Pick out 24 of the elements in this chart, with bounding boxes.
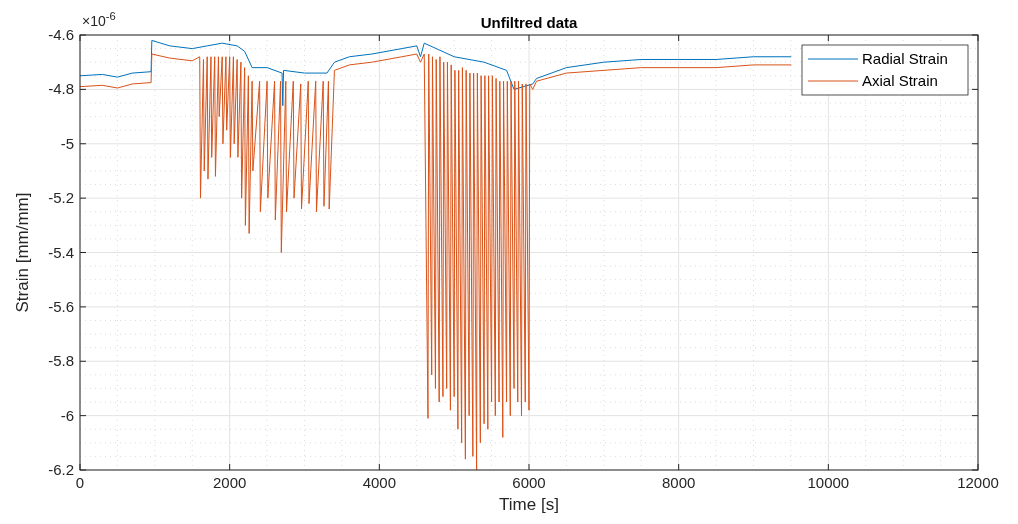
text: ×10$^{-6}$: [82, 10, 116, 29]
x-tick-label: 12000: [957, 474, 999, 491]
legend-label: Axial Strain: [862, 72, 938, 89]
chart-title: Unfiltred data: [480, 14, 578, 31]
y-tick-label: -5.8: [48, 352, 74, 370]
x-tick-label: 4000: [362, 474, 397, 491]
y-tick-label: -5.6: [48, 297, 74, 315]
y-tick-label: -4.6: [48, 26, 74, 43]
x-tick-label: 10000: [807, 474, 850, 491]
x-tick-label: 0: [75, 474, 85, 491]
y-tick-label: -4.8: [48, 80, 74, 98]
line-series: [80, 39, 792, 107]
y-tick-label: -5: [60, 134, 74, 152]
y-tick-label: -5.2: [48, 189, 74, 207]
line-series: [80, 53, 792, 471]
x-axis-title: Time [s]: [499, 495, 559, 514]
legend-label: Radial Strain: [862, 50, 948, 67]
x-tick-label: 2000: [212, 474, 247, 491]
y-tick-label: -5.4: [48, 243, 74, 261]
y-axis-title: Strain [mm/mm]: [13, 192, 32, 313]
y-tick-label: -6: [60, 406, 74, 424]
x-tick-label: 8000: [661, 474, 696, 491]
y-tick-label: -6.2: [48, 461, 74, 478]
x-tick-label: 6000: [512, 474, 546, 491]
